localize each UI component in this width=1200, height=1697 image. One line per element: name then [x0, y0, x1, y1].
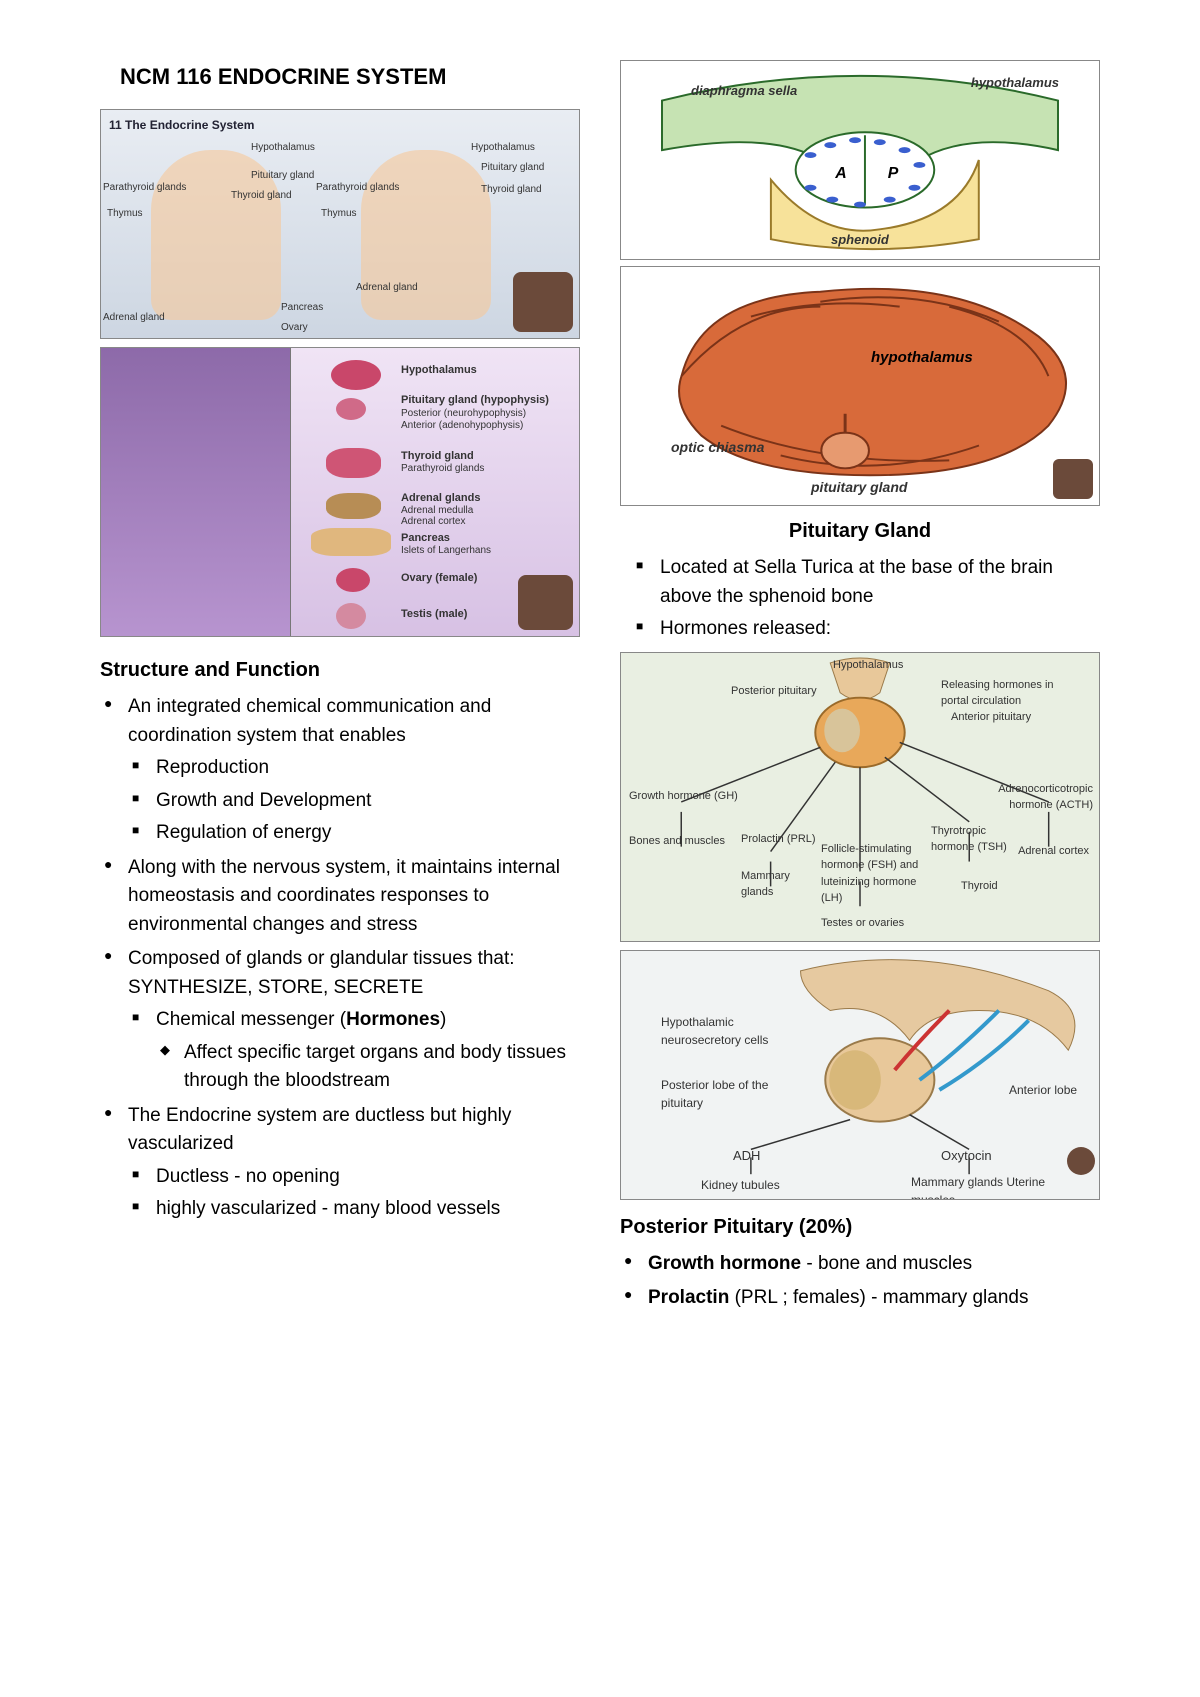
- label-adrenal-cortex: Adrenal cortex: [401, 514, 465, 529]
- heading-posterior-pituitary: Posterior Pituitary (20%): [620, 1212, 1100, 1242]
- label-releasing-hormones: Releasing hormones in portal circulation: [941, 677, 1081, 710]
- label-mammary: Mammary glands: [741, 868, 801, 901]
- list-item: The Endocrine system are ductless but hi…: [100, 1102, 580, 1224]
- list-item: Affect specific target organs and body t…: [156, 1039, 580, 1096]
- figure-anterior-pituitary: Hypothalamus Posterior pituitary Releasi…: [620, 652, 1100, 942]
- label-mammary-uterine: Mammary glands Uterine muscles: [911, 1173, 1061, 1200]
- label-sphenoid: sphenoid: [831, 230, 889, 250]
- label-adrenal-cortex: Adrenal cortex: [1018, 843, 1089, 860]
- label-thyroid: Thyroid gland: [231, 188, 292, 203]
- label-acth: Adrenocorticotropic hormone (ACTH): [983, 781, 1093, 814]
- label-posterior-lobe: Posterior lobe of the pituitary: [661, 1076, 781, 1112]
- label-hypothalamus: Hypothalamus: [251, 140, 315, 155]
- structure-list: An integrated chemical communication and…: [100, 693, 580, 1224]
- label-oxytocin: Oxytocin: [941, 1146, 992, 1166]
- label-anterior: Anterior (adenohypophysis): [401, 418, 523, 433]
- page-title: NCM 116 ENDOCRINE SYSTEM: [120, 60, 580, 93]
- figure-brain-sagittal: hypothalamus optic chiasma pituitary gla…: [620, 266, 1100, 506]
- list-item: Chemical messenger (Hormones) Affect spe…: [128, 1006, 580, 1096]
- figure-endocrine-glands: Hypothalamus Pituitary gland (hypophysis…: [100, 347, 580, 637]
- list-item: Along with the nervous system, it mainta…: [100, 854, 580, 940]
- label-adrenal: Adrenal gland: [356, 280, 418, 295]
- label-ovary: Ovary (female): [401, 570, 477, 587]
- label-prolactin: Prolactin (PRL): [741, 831, 816, 848]
- text-bold: Growth hormone: [648, 1253, 801, 1274]
- heading-structure-function: Structure and Function: [100, 655, 580, 685]
- label-hypothalamus: Hypothalamus: [833, 657, 903, 674]
- text: Chemical messenger (: [156, 1009, 346, 1030]
- list-item: Growth hormone - bone and muscles: [620, 1250, 1100, 1279]
- svg-text:P: P: [888, 165, 899, 182]
- label-hypothalamus: Hypothalamus: [471, 140, 535, 155]
- text-bold: Prolactin: [648, 1287, 729, 1308]
- svg-text:A: A: [834, 165, 846, 182]
- list-item: Located at Sella Turica at the base of t…: [632, 554, 1100, 611]
- label-gh: Growth hormone (GH): [629, 788, 738, 805]
- label-pancreas: Pancreas: [281, 300, 323, 315]
- label-kidney: Kidney tubules: [701, 1176, 780, 1194]
- text: (PRL ; females) - mammary glands: [729, 1287, 1028, 1308]
- label-ovary: Ovary: [281, 320, 308, 335]
- figure-sella-turcica: A P diaphragma sella hypothalamus spheno…: [620, 60, 1100, 260]
- label-neurosecretory: Hypothalamic neurosecretory cells: [661, 1013, 781, 1049]
- list-item: An integrated chemical communication and…: [100, 693, 580, 848]
- list-item: Reproduction: [128, 754, 580, 783]
- text: ): [440, 1009, 446, 1030]
- list-item: Hormones released:: [632, 615, 1100, 644]
- label-hypothalamus: Hypothalamus: [401, 362, 477, 379]
- text: - bone and muscles: [801, 1253, 972, 1274]
- label-pituitary-gland: pituitary gland: [811, 477, 907, 498]
- label-parathyroid: Parathyroid glands: [316, 180, 399, 195]
- list-item: Regulation of energy: [128, 819, 580, 848]
- label-testis: Testis (male): [401, 606, 467, 623]
- label-posterior-pituitary: Posterior pituitary: [731, 683, 817, 700]
- list-item: Prolactin (PRL ; females) - mammary glan…: [620, 1284, 1100, 1313]
- text: An integrated chemical communication and…: [128, 696, 491, 746]
- label-thymus: Thymus: [107, 206, 143, 221]
- label-adrenal: Adrenal gland: [103, 310, 165, 325]
- label-thymus: Thymus: [321, 206, 357, 221]
- figure-endocrine-overview: 11 The Endocrine System Hypothalamus Hyp…: [100, 109, 580, 339]
- label-tsh: Thyrotropic hormone (TSH): [931, 823, 1021, 856]
- text-bold: Hormones: [346, 1009, 440, 1030]
- label-thyroid: Thyroid gland: [481, 182, 542, 197]
- list-item: Composed of glands or glandular tissues …: [100, 945, 580, 1096]
- list-item: Growth and Development: [128, 787, 580, 816]
- text: Composed of glands or glandular tissues …: [128, 948, 515, 998]
- label-adh: ADH: [733, 1146, 760, 1166]
- label-parathyroid: Parathyroid glands: [401, 461, 484, 476]
- figure-header: 11 The Endocrine System: [109, 116, 254, 134]
- label-hypothalamus: hypothalamus: [971, 73, 1059, 93]
- list-item: Ductless - no opening: [128, 1163, 580, 1192]
- label-hypothalamus: hypothalamus: [871, 347, 973, 370]
- label-anterior-lobe: Anterior lobe: [1009, 1081, 1079, 1099]
- label-anterior-pituitary: Anterior pituitary: [951, 709, 1031, 726]
- list-item: highly vascularized - many blood vessels: [128, 1195, 580, 1224]
- text: The Endocrine system are ductless but hi…: [128, 1105, 511, 1155]
- label-bones: Bones and muscles: [629, 833, 725, 850]
- label-testes-ovaries: Testes or ovaries: [821, 915, 904, 932]
- label-diaphragma-sella: diaphragma sella: [691, 81, 797, 101]
- label-parathyroid: Parathyroid glands: [103, 180, 186, 195]
- label-thyroid: Thyroid: [961, 878, 998, 895]
- label-islets: Islets of Langerhans: [401, 543, 491, 558]
- heading-pituitary-gland: Pituitary Gland: [620, 516, 1100, 546]
- label-optic-chiasma: optic chiasma: [671, 437, 764, 458]
- label-pituitary: Pituitary gland: [251, 168, 314, 183]
- label-fsh-lh: Follicle-stimulating hormone (FSH) and l…: [821, 841, 931, 907]
- figure-posterior-pituitary: Hypothalamic neurosecretory cells Poster…: [620, 950, 1100, 1200]
- label-pituitary: Pituitary gland: [481, 160, 544, 175]
